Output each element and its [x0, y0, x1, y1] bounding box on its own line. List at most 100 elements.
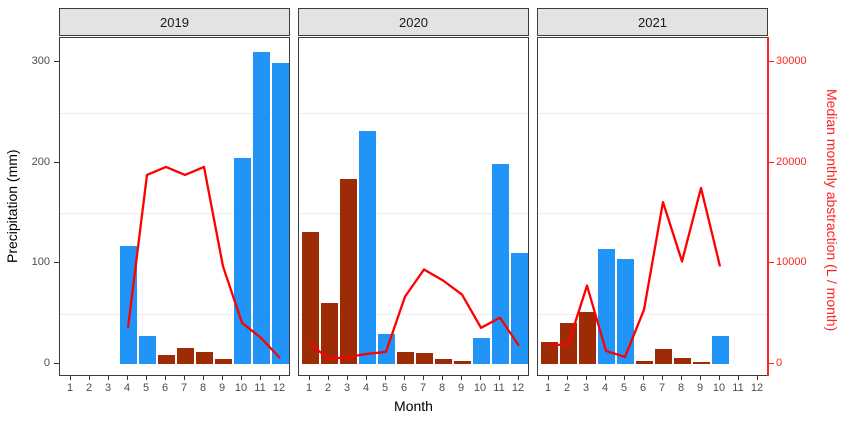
facet-strip-2021: 2021: [537, 8, 768, 36]
x-tick-mark: [184, 376, 185, 380]
facet-strip-2020: 2020: [298, 8, 529, 36]
y-left-tick-mark: [54, 161, 59, 163]
x-tick-label: 10: [712, 382, 726, 394]
x-tick-mark: [643, 376, 644, 380]
bar-blue-month-4: [358, 130, 376, 364]
y-axis-title-right: Median monthly abstraction (L / month): [824, 88, 840, 332]
bar-brown-month-9: [214, 359, 232, 364]
x-tick-label: 12: [750, 382, 764, 394]
x-tick-mark: [624, 376, 625, 380]
minor-gridline: [299, 213, 528, 215]
x-tick-mark: [461, 376, 462, 380]
x-tick-label: 4: [123, 382, 131, 394]
y-left-tick-label: 200: [31, 155, 50, 168]
bar-blue-month-4: [119, 246, 137, 364]
bar-blue-month-12: [510, 253, 528, 364]
bar-brown-month-8: [434, 359, 452, 364]
y-right-tick-mark: [769, 61, 774, 63]
minor-gridline: [60, 313, 289, 315]
x-axis-months-2021: 1 2 3 4 5 6 7 8 9 10 11 12: [537, 376, 768, 398]
x-tick-mark: [165, 376, 166, 380]
x-tick-label: 4: [362, 382, 370, 394]
x-tick-label: 1: [305, 382, 313, 394]
x-tick-label: 9: [696, 382, 704, 394]
bar-blue-month-10: [711, 335, 729, 364]
bar-blue-month-5: [138, 335, 156, 364]
x-tick-label: 2: [563, 382, 571, 394]
x-tick-label: 8: [438, 382, 446, 394]
minor-gridline: [299, 112, 528, 114]
median-abstraction-line: [309, 268, 520, 361]
y-axis-title-left: Precipitation (mm): [4, 149, 20, 264]
x-tick-mark: [662, 376, 663, 380]
bar-brown-month-3: [578, 311, 596, 364]
abstraction-line-layer: [126, 165, 281, 359]
x-tick-label: 11: [254, 382, 266, 394]
bar-brown-month-7: [654, 348, 672, 364]
facet-label: 2021: [638, 14, 667, 30]
x-tick-mark: [404, 376, 405, 380]
x-tick-mark: [146, 376, 147, 380]
facet-label: 2020: [399, 14, 428, 30]
bar-brown-month-9: [692, 362, 710, 364]
x-tick-mark: [222, 376, 223, 380]
x-tick-label: 6: [639, 382, 647, 394]
bar-brown-month-7: [415, 352, 433, 364]
x-tick-label: 12: [272, 382, 286, 394]
x-tick-mark: [480, 376, 481, 380]
bar-blue-month-11: [252, 52, 270, 364]
x-tick-label: 11: [732, 382, 744, 394]
x-tick-mark: [700, 376, 701, 380]
y-left-tick-mark: [54, 363, 59, 364]
x-tick-mark: [89, 376, 90, 380]
x-tick-label: 2: [324, 382, 332, 394]
bar-blue-month-12: [271, 63, 289, 364]
bar-brown-month-9: [453, 361, 471, 364]
x-tick-mark: [241, 376, 242, 380]
minor-gridline: [538, 213, 767, 215]
x-tick-mark: [423, 376, 424, 380]
abstraction-line-layer: [309, 268, 520, 361]
y-left-tick-label: 0: [43, 357, 50, 369]
x-tick-mark: [309, 376, 310, 380]
x-tick-label: 3: [104, 382, 112, 394]
x-tick-mark: [719, 376, 720, 380]
facet-panel-2019: [59, 37, 290, 376]
y-right-tick-mark: [769, 363, 774, 364]
bar-brown-month-1: [301, 232, 319, 364]
facet-strip-2019: 2019: [59, 8, 290, 36]
x-tick-mark: [328, 376, 329, 380]
y-left-tick-mark: [54, 262, 59, 264]
x-tick-mark: [70, 376, 71, 380]
x-tick-mark: [347, 376, 348, 380]
median-abstraction-line: [126, 165, 281, 359]
facet-label: 2019: [160, 14, 189, 30]
x-tick-mark: [385, 376, 386, 380]
x-tick-mark: [442, 376, 443, 380]
minor-gridline: [538, 112, 767, 114]
x-tick-mark: [127, 376, 128, 380]
bar-brown-month-2: [320, 302, 338, 364]
median-abstraction-line: [549, 186, 722, 359]
y-right-axis-line: [767, 37, 769, 376]
x-tick-label: 6: [161, 382, 169, 394]
x-tick-label: 10: [234, 382, 248, 394]
x-tick-mark: [260, 376, 261, 380]
y-right-tick-label: 30000: [776, 55, 807, 68]
x-tick-label: 7: [180, 382, 188, 394]
bar-brown-month-8: [195, 351, 213, 364]
bar-blue-month-11: [491, 163, 509, 364]
y-right-tick-label: 20000: [776, 155, 807, 168]
y-right-tick-label: 0: [776, 357, 783, 369]
x-axis-months-2020: 1 2 3 4 5 6 7 8 9 10 11 12: [298, 376, 529, 398]
x-tick-label: 10: [473, 382, 487, 394]
x-tick-mark: [757, 376, 758, 380]
minor-gridline: [538, 313, 767, 315]
x-tick-mark: [586, 376, 587, 380]
x-tick-mark: [499, 376, 500, 380]
bar-brown-month-8: [673, 358, 691, 364]
x-tick-label: 12: [511, 382, 525, 394]
minor-gridline: [60, 213, 289, 215]
y-right-tick-mark: [769, 262, 774, 264]
